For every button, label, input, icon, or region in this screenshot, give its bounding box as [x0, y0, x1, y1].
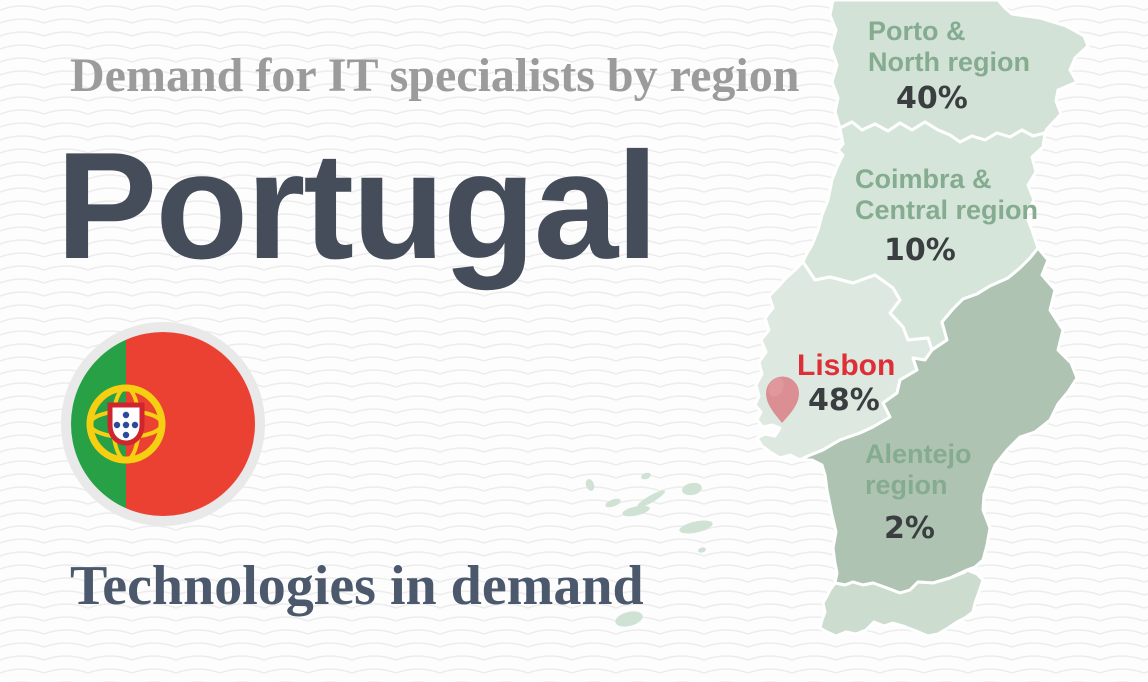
page-subtitle: Demand for IT specialists by region	[70, 49, 800, 102]
region-value-porto-north: 40%	[896, 81, 968, 116]
region-value-lisbon: 48%	[808, 383, 880, 418]
island	[637, 490, 665, 508]
map-region-algarve	[818, 568, 985, 638]
island	[585, 479, 595, 491]
coat-of-arms	[86, 384, 166, 464]
region-label-line: North region	[868, 47, 1030, 77]
region-value-coimbra-central: 10%	[884, 233, 956, 268]
region-label-coimbra-central: Coimbra & Central region	[855, 164, 1038, 226]
region-label-line: Coimbra &	[855, 164, 992, 194]
page-title: Portugal	[56, 121, 658, 291]
region-label-line: Porto &	[868, 16, 966, 46]
portugal-flag-icon	[61, 322, 265, 526]
pin-highlight	[768, 377, 784, 397]
region-label-line: Central region	[855, 195, 1039, 225]
island	[698, 547, 706, 553]
lisbon-map-pin	[766, 376, 799, 423]
island	[622, 505, 650, 517]
region-label-line: Alentejo	[865, 439, 972, 469]
island-madeira	[615, 611, 643, 627]
shield-bezants	[113, 411, 139, 439]
region-value-alentejo: 2%	[884, 511, 935, 546]
map-region-lisbon	[753, 260, 934, 462]
map-regions	[753, 0, 1090, 638]
region-label-lisbon: Lisbon	[797, 349, 895, 383]
section-heading: Technologies in demand	[70, 555, 644, 617]
azores-madeira-islands	[585, 472, 713, 627]
region-label-alentejo: Alentejo region	[865, 439, 972, 501]
island	[641, 472, 651, 480]
island	[679, 520, 713, 534]
island	[605, 498, 621, 508]
region-label-line: Lisbon	[797, 349, 896, 382]
region-label-porto-north: Porto & North region	[868, 16, 1030, 78]
island	[682, 482, 702, 496]
region-label-line: region	[865, 470, 948, 500]
portugal-flag-badge	[60, 321, 266, 527]
